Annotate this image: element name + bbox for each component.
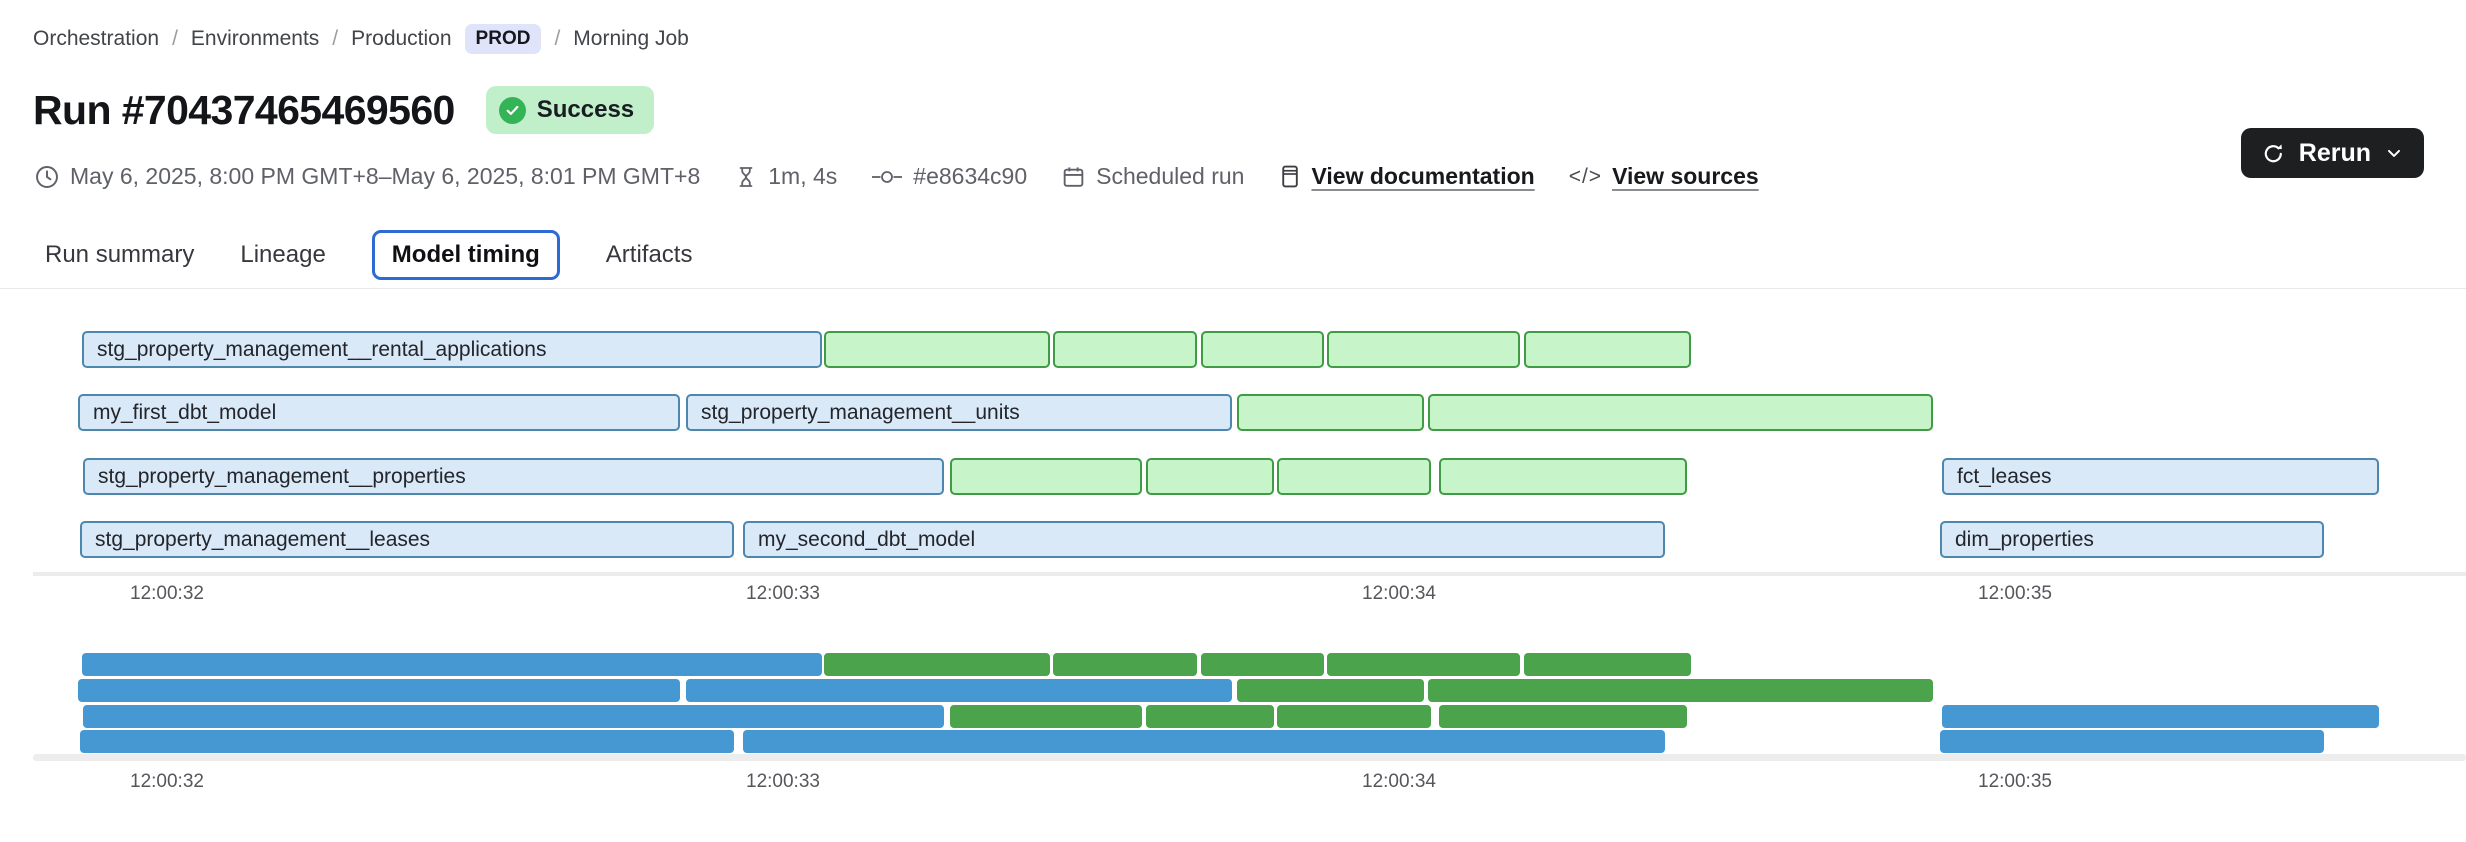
gantt-bar[interactable] [1277, 458, 1431, 495]
time-tick-label: 12:00:35 [1978, 771, 2052, 792]
rerun-button-label: Rerun [2298, 138, 2371, 167]
minimap-bar [1146, 705, 1274, 728]
minimap-bar [83, 705, 944, 728]
minimap-brush-track[interactable] [33, 754, 2466, 761]
breadcrumb-item-environments[interactable]: Environments [190, 27, 320, 50]
minimap-bar [80, 730, 734, 753]
run-trigger-label: Scheduled run [1096, 163, 1245, 189]
minimap-bar [78, 679, 680, 702]
time-tick-label: 12:00:33 [746, 583, 820, 604]
minimap-bar [824, 653, 1050, 676]
clock-icon [36, 165, 58, 188]
gantt-axis-divider [33, 572, 2466, 576]
breadcrumb-item-production[interactable]: Production [351, 27, 452, 50]
tab-run-summary[interactable]: Run summary [45, 241, 195, 268]
tabs-divider [0, 288, 2466, 289]
page-title: Run #70437465469560 [33, 86, 455, 133]
breadcrumb-separator: / [332, 27, 339, 50]
hourglass-icon [739, 166, 753, 187]
minimap-bar [1942, 705, 2379, 728]
refresh-icon [2264, 143, 2282, 162]
minimap-bar [743, 730, 1665, 753]
run-duration-label: 1m, 4s [768, 163, 838, 189]
gantt-bar-stg_property_management__properties[interactable]: stg_property_management__properties [83, 458, 944, 495]
status-badge-label: Success [536, 96, 635, 123]
gantt-bar-my_second_dbt_model[interactable]: my_second_dbt_model [743, 521, 1665, 558]
chevron-down-icon [2388, 149, 2400, 157]
breadcrumb-item-morning-job[interactable]: Morning Job [573, 27, 689, 50]
environment-badge: PROD [464, 24, 542, 54]
gantt-bar-dim_properties[interactable]: dim_properties [1940, 521, 2324, 558]
run-meta-row: May 6, 2025, 8:00 PM GMT+8–May 6, 2025, … [34, 163, 1759, 190]
gantt-bar[interactable] [1439, 458, 1687, 495]
run-commit: #e8634c90 [871, 163, 1027, 190]
gantt-bar-my_first_dbt_model[interactable]: my_first_dbt_model [78, 394, 680, 431]
tab-lineage[interactable]: Lineage [240, 241, 326, 268]
minimap-bar [950, 705, 1142, 728]
gantt-bar[interactable] [950, 458, 1142, 495]
run-trigger: Scheduled run [1061, 163, 1244, 190]
minimap-bar [1053, 653, 1197, 676]
run-title-row: Run #70437465469560 Success [33, 86, 655, 134]
gantt-bar[interactable] [1327, 331, 1520, 368]
view-sources-link[interactable]: View sources [1612, 163, 1759, 189]
view-sources-link-wrap: </> View sources [1569, 163, 1759, 190]
minimap-bar [1439, 705, 1687, 728]
view-documentation-link[interactable]: View documentation [1311, 163, 1535, 189]
minimap-bar [82, 653, 822, 676]
time-tick-label: 12:00:34 [1362, 583, 1436, 604]
minimap-bar [1940, 730, 2324, 753]
minimap-bar [1524, 653, 1691, 676]
minimap-bar [1428, 679, 1933, 702]
run-commit-label: #e8634c90 [913, 163, 1028, 189]
documentation-icon [1282, 165, 1299, 188]
run-time-range: May 6, 2025, 8:00 PM GMT+8–May 6, 2025, … [34, 163, 700, 190]
minimap-bar [1277, 705, 1431, 728]
breadcrumb-separator: / [172, 27, 178, 50]
commit-icon [872, 170, 903, 183]
minimap-bar [686, 679, 1232, 702]
view-documentation-link-wrap: View documentation [1278, 163, 1535, 190]
code-icon: </> [1568, 164, 1603, 188]
status-badge: Success [485, 86, 655, 134]
breadcrumb: Orchestration / Environments / Productio… [33, 24, 689, 54]
gantt-bar-fct_leases[interactable]: fct_leases [1942, 458, 2379, 495]
time-tick-label: 12:00:35 [1978, 583, 2052, 604]
check-circle-icon [498, 96, 526, 124]
rerun-button[interactable]: Rerun [2240, 128, 2424, 178]
gantt-bar[interactable] [1146, 458, 1274, 495]
time-tick-label: 12:00:34 [1362, 771, 1436, 792]
time-tick-label: 12:00:32 [130, 583, 204, 604]
tab-model-timing[interactable]: Model timing [371, 230, 560, 280]
minimap-bar [1237, 679, 1424, 702]
time-tick-label: 12:00:33 [746, 771, 820, 792]
gantt-bar[interactable] [1201, 331, 1324, 368]
minimap-bar [1201, 653, 1324, 676]
gantt-bar[interactable] [1237, 394, 1424, 431]
tab-artifacts[interactable]: Artifacts [605, 241, 693, 268]
time-tick-label: 12:00:32 [130, 771, 204, 792]
breadcrumb-item-orchestration[interactable]: Orchestration [33, 27, 160, 50]
gantt-bar-stg_property_management__units[interactable]: stg_property_management__units [686, 394, 1232, 431]
gantt-bar[interactable] [1053, 331, 1197, 368]
run-duration: 1m, 4s [734, 163, 837, 190]
gantt-bar[interactable] [824, 331, 1050, 368]
breadcrumb-separator: / [554, 27, 561, 50]
gantt-bar[interactable] [1524, 331, 1691, 368]
calendar-icon [1063, 166, 1084, 187]
run-tabs: Run summary Lineage Model timing Artifac… [45, 226, 692, 284]
gantt-bar-stg_property_management__rental_applications[interactable]: stg_property_management__rental_applicat… [82, 331, 822, 368]
gantt-bar[interactable] [1428, 394, 1933, 431]
run-time-range-label: May 6, 2025, 8:00 PM GMT+8–May 6, 2025, … [70, 163, 701, 189]
minimap-bar [1327, 653, 1520, 676]
gantt-bar-stg_property_management__leases[interactable]: stg_property_management__leases [80, 521, 734, 558]
